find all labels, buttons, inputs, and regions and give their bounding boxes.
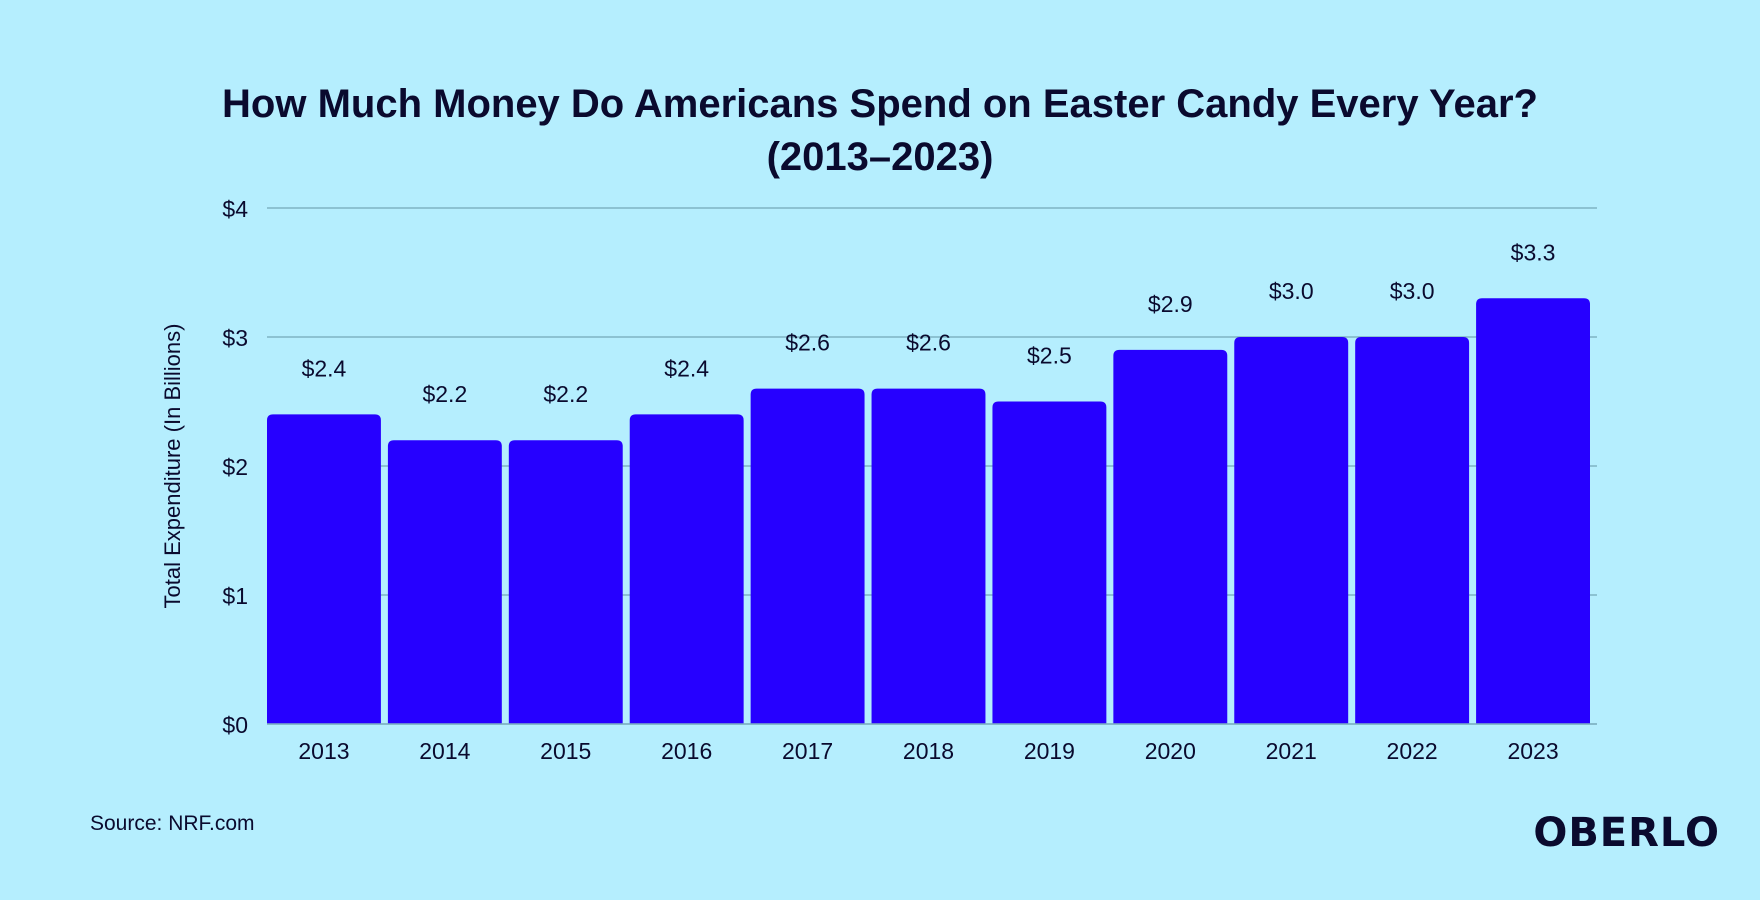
x-tick-label: 2014 (419, 738, 470, 764)
bar-2019 (992, 401, 1107, 724)
x-tick-label: 2021 (1266, 738, 1317, 764)
bar-2020 (1113, 349, 1228, 724)
bar-2013 (267, 414, 381, 724)
y-tick-label: $4 (222, 196, 248, 222)
chart-title: How Much Money Do Americans Spend on Eas… (0, 78, 1760, 184)
bar-2018 (871, 388, 986, 724)
x-tick-label: 2016 (661, 738, 712, 764)
bar-2022 (1355, 337, 1470, 724)
x-tick-label: 2023 (1507, 738, 1558, 764)
x-tick-label: 2020 (1145, 738, 1196, 764)
source-note: Source: NRF.com (90, 812, 255, 835)
x-tick-label: 2018 (903, 738, 954, 764)
bar-2017 (750, 388, 865, 724)
x-tick-label: 2022 (1387, 738, 1438, 764)
data-label: $2.2 (543, 381, 588, 407)
title-line: How Much Money Do Americans Spend on Eas… (222, 82, 1538, 126)
x-tick-label: 2017 (782, 738, 833, 764)
bar-2016 (629, 414, 744, 724)
y-tick-label: $3 (222, 325, 248, 351)
data-label: $2.5 (1027, 343, 1072, 369)
data-label: $2.9 (1148, 291, 1193, 317)
data-label: $3.0 (1390, 278, 1435, 304)
bar-2023 (1476, 298, 1590, 724)
data-label: $2.2 (422, 381, 467, 407)
x-tick-label: 2015 (540, 738, 591, 764)
y-tick-label: $1 (222, 583, 248, 609)
y-tick-label: $0 (222, 712, 248, 738)
data-label: $2.6 (785, 330, 830, 356)
bar-2021 (1234, 337, 1349, 724)
data-label: $2.6 (906, 330, 951, 356)
bar-2015 (508, 440, 623, 724)
oberlo-logo: OBERLO (1533, 810, 1720, 856)
data-label: $3.0 (1269, 278, 1314, 304)
x-tick-label: 2019 (1024, 738, 1075, 764)
y-axis-label: Total Expenditure (In Billions) (160, 324, 185, 609)
x-tick-label: 2013 (298, 738, 349, 764)
y-tick-label: $2 (222, 454, 248, 480)
data-label: $2.4 (664, 355, 709, 381)
subtitle-line: (2013–2023) (766, 135, 994, 179)
bar-2014 (387, 440, 502, 724)
data-label: $3.3 (1511, 239, 1556, 265)
data-label: $2.4 (302, 355, 347, 381)
